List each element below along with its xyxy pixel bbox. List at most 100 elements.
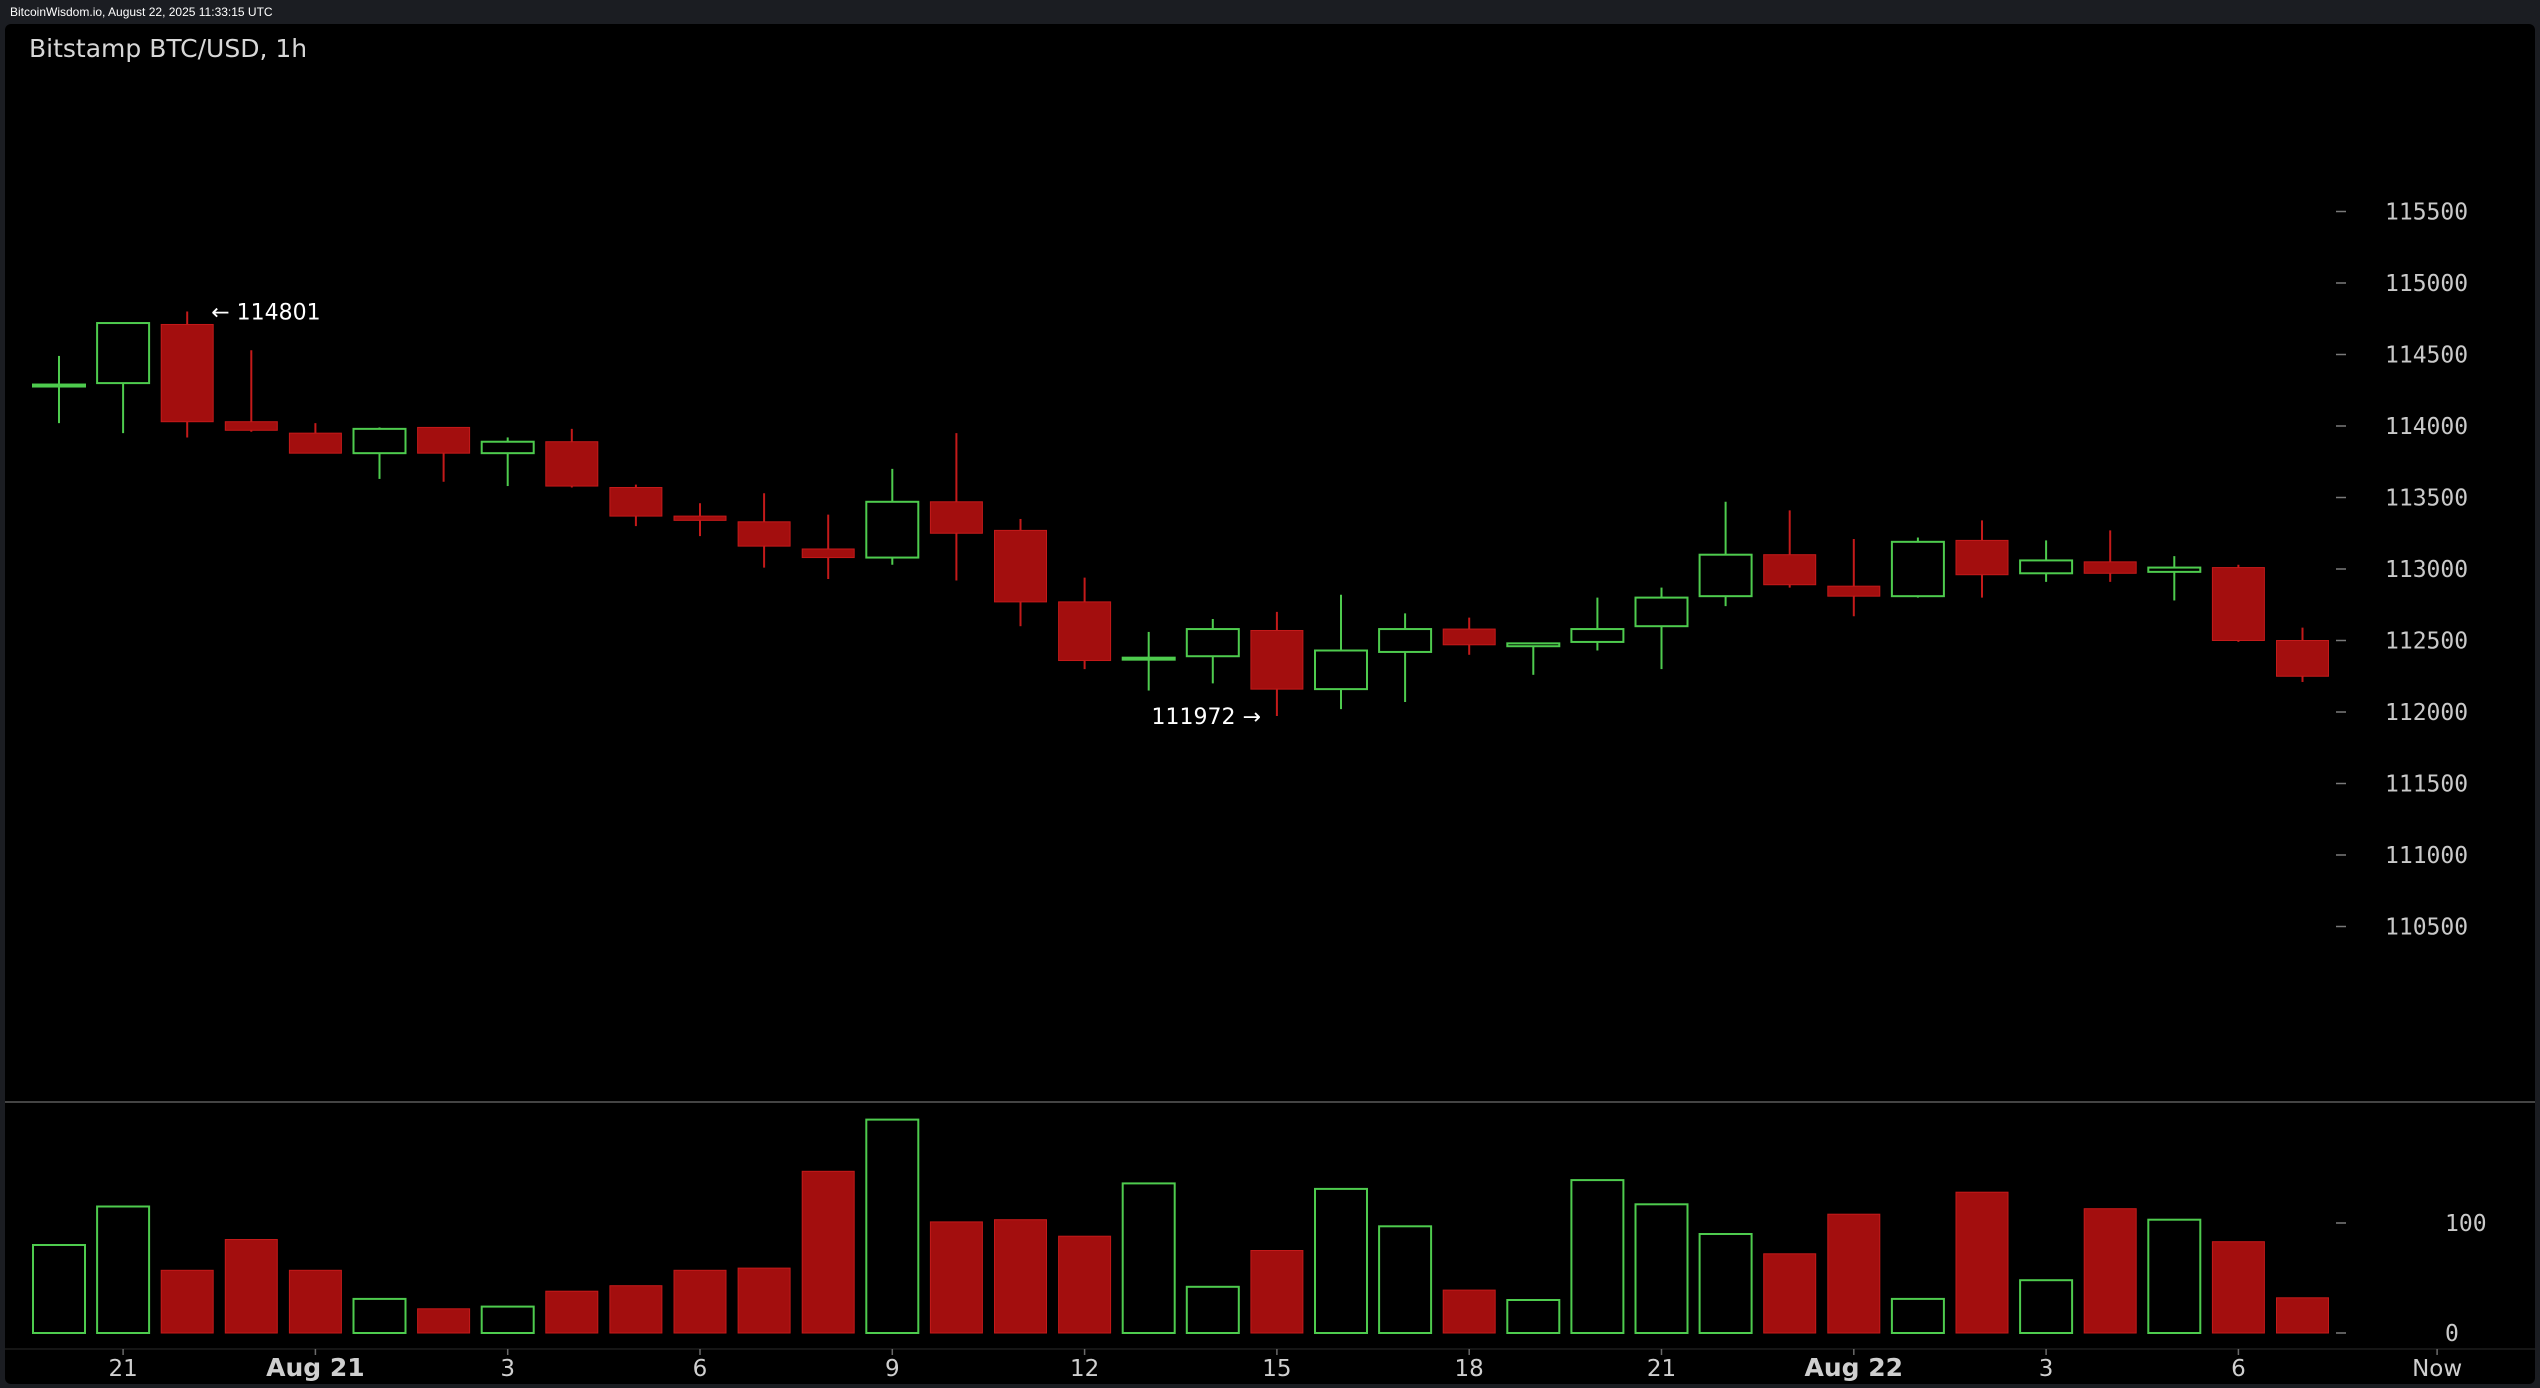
candle-body-up	[32, 383, 86, 388]
candle-body-up	[480, 440, 535, 455]
volume-bar-up	[1698, 1233, 1753, 1334]
candle-body-down	[1955, 539, 2009, 576]
candle-body-up	[96, 322, 151, 385]
x-tick-label: 3	[2039, 1356, 2054, 1382]
volume-y-tick-label: 0	[2445, 1321, 2459, 1347]
y-tick-label: 111500	[2385, 772, 2468, 798]
candle-body-up	[1378, 628, 1433, 653]
candle-body-up	[1185, 628, 1240, 658]
candle-body-up	[1890, 540, 1945, 598]
volume-bar-down	[1442, 1289, 1496, 1334]
volume-y-tick-label: 100	[2445, 1211, 2487, 1237]
x-tick-label: 6	[693, 1356, 708, 1382]
candle-body-down	[1763, 554, 1817, 586]
candle-body-down	[1442, 628, 1496, 646]
x-tick-label: 12	[1070, 1356, 1099, 1382]
candle-body-up	[865, 500, 920, 559]
volume-bar-down	[737, 1267, 791, 1334]
candle-body-down	[929, 501, 983, 534]
chart-panel: Bitstamp BTC/USD, 1h 110500 111000 111500 1…	[5, 24, 2535, 1384]
candle-body-up	[1121, 656, 1176, 661]
volume-bar-up	[1121, 1182, 1176, 1335]
candle-body-up	[1698, 553, 1753, 598]
volume-bar-down	[994, 1219, 1047, 1334]
volume-bar-down	[1827, 1213, 1881, 1334]
y-tick-label: 113000	[2385, 557, 2468, 583]
y-tick-label: 114500	[2385, 343, 2468, 369]
volume-bar-down	[2211, 1241, 2265, 1334]
volume-bar-down	[160, 1269, 214, 1334]
candle-body-down	[288, 432, 342, 454]
volume-bar-up	[96, 1205, 151, 1334]
candle-body-down	[801, 548, 855, 559]
candlestick-chart[interactable]: 110500 111000 111500 112000 112500 113000 1135…	[5, 24, 2535, 1384]
volume-bar-up	[865, 1118, 920, 1334]
y-tick-label: 110500	[2385, 915, 2468, 941]
volume-bar-down	[545, 1290, 599, 1334]
candle-body-up	[2147, 566, 2202, 573]
candle-body-down	[609, 486, 663, 517]
candle-body-down	[1827, 585, 1881, 597]
volume-bar-up	[1634, 1203, 1689, 1335]
volume-bar-up	[1185, 1285, 1240, 1335]
volume-bar-down	[609, 1285, 663, 1334]
x-tick-label: Aug 22	[1805, 1353, 1904, 1382]
candle-body-up	[1634, 596, 1689, 628]
x-tick-label: 18	[1455, 1356, 1484, 1382]
candle-body-up	[352, 427, 407, 455]
y-tick-label: 112000	[2385, 700, 2468, 726]
candle-body-up	[1314, 649, 1368, 691]
x-tick-label: 21	[108, 1356, 137, 1382]
candle-body-down	[545, 441, 599, 487]
candle-body-up	[2019, 559, 2074, 575]
volume-bar-down	[288, 1269, 342, 1334]
candle-body-down	[224, 421, 278, 431]
y-tick-label: 115500	[2385, 200, 2468, 226]
candle-body-down	[994, 529, 1047, 603]
volume-bar-down	[673, 1269, 727, 1334]
x-tick-label: 9	[885, 1356, 900, 1382]
x-tick-label: 6	[2231, 1356, 2246, 1382]
volume-bar-down	[1955, 1191, 2009, 1334]
candle-body-down	[160, 323, 214, 423]
volume-bar-up	[1378, 1225, 1433, 1335]
candle-body-up	[1570, 628, 1625, 643]
candle-body-down	[417, 426, 471, 454]
candle-body-down	[673, 515, 727, 521]
y-tick-label: 111000	[2385, 843, 2468, 869]
volume-bar-up	[2019, 1279, 2074, 1334]
y-tick-label: 115000	[2385, 271, 2468, 297]
candle-body-down	[2276, 640, 2329, 677]
top-bar: BitcoinWisdom.io, August 22, 2025 11:33:…	[0, 0, 2540, 24]
volume-bar-down	[1058, 1235, 1112, 1334]
volume-bar-down	[929, 1221, 983, 1334]
volume-bar-up	[1506, 1299, 1561, 1334]
volume-bar-up	[480, 1305, 535, 1334]
x-tick-label: 15	[1262, 1356, 1291, 1382]
x-tick-label: 3	[500, 1356, 515, 1382]
volume-bar-up	[32, 1244, 86, 1334]
candle-body-up	[1506, 642, 1561, 648]
annotation-high: ← 114801	[211, 300, 320, 325]
candle-body-down	[737, 521, 791, 547]
candle-body-down	[1250, 629, 1304, 690]
volume-bar-down	[224, 1239, 278, 1334]
chart-title: Bitstamp BTC/USD, 1h	[29, 34, 308, 63]
y-tick-label: 114000	[2385, 414, 2468, 440]
candle-body-down	[2211, 567, 2265, 642]
volume-bar-down	[1250, 1250, 1304, 1334]
candle-body-down	[1058, 601, 1112, 662]
x-tick-label: 21	[1647, 1356, 1676, 1382]
volume-bar-up	[1890, 1297, 1945, 1335]
volume-bar-up	[352, 1297, 407, 1335]
x-tick-label: Now	[2412, 1356, 2462, 1382]
y-tick-label: 112500	[2385, 629, 2468, 655]
volume-bar-up	[1570, 1179, 1625, 1334]
volume-bar-up	[2147, 1218, 2202, 1334]
volume-bar-down	[417, 1308, 471, 1334]
source-timestamp: BitcoinWisdom.io, August 22, 2025 11:33:…	[10, 5, 273, 19]
volume-bar-up	[1314, 1187, 1368, 1335]
volume-bar-down	[2276, 1297, 2329, 1334]
annotation-low: 111972 →	[1151, 705, 1260, 730]
volume-bar-down	[801, 1170, 855, 1334]
